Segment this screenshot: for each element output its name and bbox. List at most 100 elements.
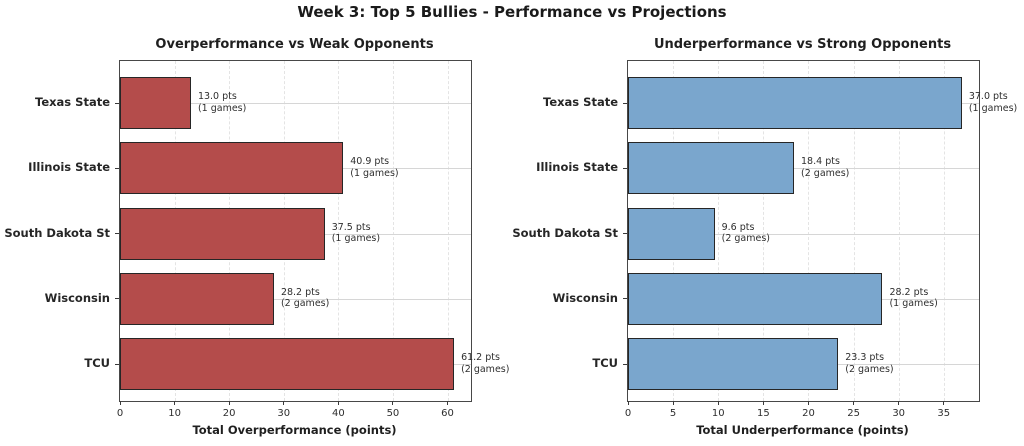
x-tick-mark xyxy=(392,401,394,405)
y-tick-mark xyxy=(115,167,119,169)
bar-points-text: 37.0 pts xyxy=(968,91,1008,102)
bar-points-text: 28.2 pts xyxy=(280,286,320,298)
bar-points-text: 40.9 pts xyxy=(350,156,390,168)
x-tick-mark xyxy=(627,401,629,405)
bar-value-label: 28.2 pts (1 games) xyxy=(889,287,937,310)
bar-wisconsin xyxy=(628,272,883,325)
x-gridline xyxy=(447,61,449,401)
x-gridline xyxy=(718,61,720,401)
x-tick-mark xyxy=(119,401,121,405)
x-gridline xyxy=(392,61,394,401)
bar-points-text: 13.0 pts xyxy=(197,91,237,102)
y-tick-mark xyxy=(115,233,119,235)
bar-games-text: (1 games) xyxy=(889,298,938,310)
y-tick-mark xyxy=(623,298,627,300)
y-gridline xyxy=(120,103,471,104)
x-axis-label-overperformance: Total Overperformance (points) xyxy=(192,423,397,437)
x-tick-label: 0 xyxy=(624,408,632,419)
bar-points-text: 28.2 pts xyxy=(889,286,929,298)
x-tick-label: 15 xyxy=(756,408,770,419)
x-gridline xyxy=(808,61,810,401)
x-tick-mark xyxy=(337,401,339,405)
x-tick-mark xyxy=(174,401,176,405)
bar-texas-state xyxy=(628,77,962,129)
y-gridline xyxy=(628,168,979,170)
y-tick-label: South Dakota St xyxy=(4,225,110,240)
y-tick-mark xyxy=(623,102,627,104)
chart-title-underperformance: Underperformance vs Strong Opponents xyxy=(653,37,952,52)
bar-value-label: 23.3 pts (2 games) xyxy=(845,352,893,375)
y-tick-mark xyxy=(115,102,119,104)
x-tick-label: 10 xyxy=(168,408,181,419)
y-tick-label: Wisconsin xyxy=(552,290,618,305)
x-gridline xyxy=(763,61,765,401)
plot-area-underperformance: 37.0 pts (1 games) Texas State 18.4 pts (2 g… xyxy=(512,60,1017,419)
x-tick-mark xyxy=(672,401,674,405)
y-tick-mark xyxy=(623,233,627,235)
x-tick-label: 5 xyxy=(669,408,677,419)
x-gridline xyxy=(853,61,855,401)
bar-south-dakota-st xyxy=(628,207,715,260)
y-tick-mark xyxy=(115,298,119,300)
bar-games-text: (2 games) xyxy=(280,298,330,310)
y-gridline xyxy=(628,233,979,235)
y-gridline xyxy=(120,298,471,300)
x-gridline xyxy=(338,61,340,401)
bar-points-text: 61.2 pts xyxy=(461,352,500,364)
bar-games-text: (2 games) xyxy=(801,167,850,179)
bar-value-label: 61.2 pts (2 games) xyxy=(461,352,509,375)
y-tick-mark xyxy=(623,363,627,365)
bar-games-text: (1 games) xyxy=(968,102,1018,114)
y-tick-mark xyxy=(623,167,627,169)
bar-value-label: 9.6 pts (2 games) xyxy=(722,222,770,245)
bar-south-dakota-st xyxy=(120,207,325,260)
y-tick-label: South Dakota St xyxy=(512,225,618,240)
x-tick-mark xyxy=(943,401,945,405)
bar-games-text: (2 games) xyxy=(461,363,510,375)
bar-illinois-state xyxy=(120,142,344,195)
x-tick-label: 60 xyxy=(441,408,454,419)
x-tick-label: 40 xyxy=(331,408,345,419)
bar-tcu xyxy=(628,338,839,391)
bar-points-text: 9.6 pts xyxy=(721,221,755,233)
bar-tcu xyxy=(120,338,455,391)
plot-area-overperformance: 13.0 pts (1 games) Texas State 40.9 pts (1 g… xyxy=(4,60,509,419)
bar-value-label: 37.0 pts (1 games) xyxy=(969,91,1017,114)
chart-title-overperformance: Overperformance vs Weak Opponents xyxy=(155,37,434,52)
bar-wisconsin xyxy=(120,272,274,325)
x-tick-label: 10 xyxy=(711,408,725,419)
y-tick-label: Texas State xyxy=(543,95,618,109)
bar-points-text: 23.3 pts xyxy=(845,352,885,364)
chart-overperformance: Overperformance vs Weak Opponents 13.0 p… xyxy=(4,37,509,437)
bar-points-text: 18.4 pts xyxy=(801,156,840,168)
bar-value-label: 40.9 pts (1 games) xyxy=(350,156,398,179)
x-tick-label: 30 xyxy=(892,408,906,419)
x-gridline xyxy=(943,61,945,401)
y-tick-label: TCU xyxy=(84,356,110,371)
bar-games-text: (2 games) xyxy=(721,233,770,245)
bar-games-text: (1 games) xyxy=(197,102,247,114)
y-tick-label: Illinois State xyxy=(536,160,618,175)
x-tick-mark xyxy=(447,401,449,405)
y-tick-label: TCU xyxy=(592,356,618,371)
x-tick-mark xyxy=(898,401,900,405)
x-tick-label: 25 xyxy=(847,408,860,419)
x-tick-mark xyxy=(807,401,809,405)
y-tick-label: Texas State xyxy=(35,95,110,109)
x-gridline xyxy=(898,61,900,401)
x-tick-mark xyxy=(717,401,719,405)
bar-texas-state xyxy=(120,77,191,129)
y-tick-mark xyxy=(115,363,119,365)
bar-games-text: (1 games) xyxy=(350,167,399,179)
y-tick-label: Illinois State xyxy=(28,160,110,175)
x-tick-label: 50 xyxy=(386,408,400,419)
x-tick-label: 20 xyxy=(802,408,815,419)
bar-games-text: (2 games) xyxy=(845,363,894,375)
x-tick-mark xyxy=(283,401,285,405)
bar-value-label: 18.4 pts (2 games) xyxy=(801,156,849,179)
chart-underperformance: Underperformance vs Strong Opponents 37.… xyxy=(512,37,1017,437)
x-tick-mark xyxy=(853,401,855,405)
x-axis-label-underperformance: Total Underperformance (points) xyxy=(696,423,909,437)
bar-illinois-state xyxy=(628,142,795,195)
